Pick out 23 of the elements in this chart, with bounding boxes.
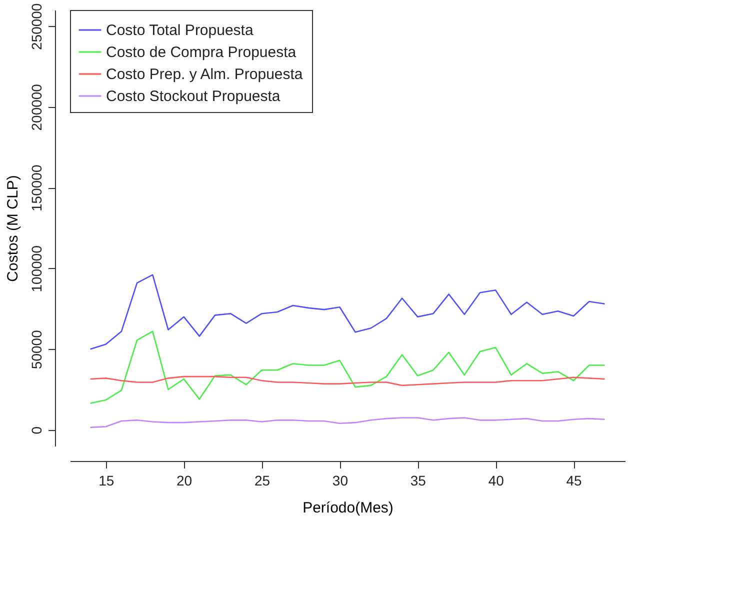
line-series [90,376,606,386]
x-tick-label: 40 [488,472,504,488]
line-series [90,330,606,404]
legend-label: Costo Total Propuesta [106,22,254,39]
y-tick-label: 200000 [28,84,44,131]
x-tick-label: 30 [332,472,348,488]
line-series [90,274,606,350]
y-tick-label: 0 [28,426,44,434]
legend-label: Costo Prep. y Alm. Propuesta [106,66,304,83]
x-tick-label: 15 [98,472,114,488]
x-axis-title: Período(Mes) [302,500,394,516]
legend-label: Costo de Compra Propuesta [106,44,297,61]
line-series [90,417,606,428]
x-tick-label: 25 [254,472,270,488]
legend-label: Costo Stockout Propuesta [106,88,281,105]
y-tick-label: 100000 [28,245,44,292]
x-tick-label: 45 [566,472,582,488]
x-tick-label: 35 [410,472,426,488]
y-axis-title: Costos (M CLP) [4,175,22,282]
y-tick-label: 250000 [28,3,44,50]
y-tick-label: 150000 [28,164,44,212]
x-tick-label: 20 [176,472,192,488]
y-tick-label: 50000 [28,330,44,370]
